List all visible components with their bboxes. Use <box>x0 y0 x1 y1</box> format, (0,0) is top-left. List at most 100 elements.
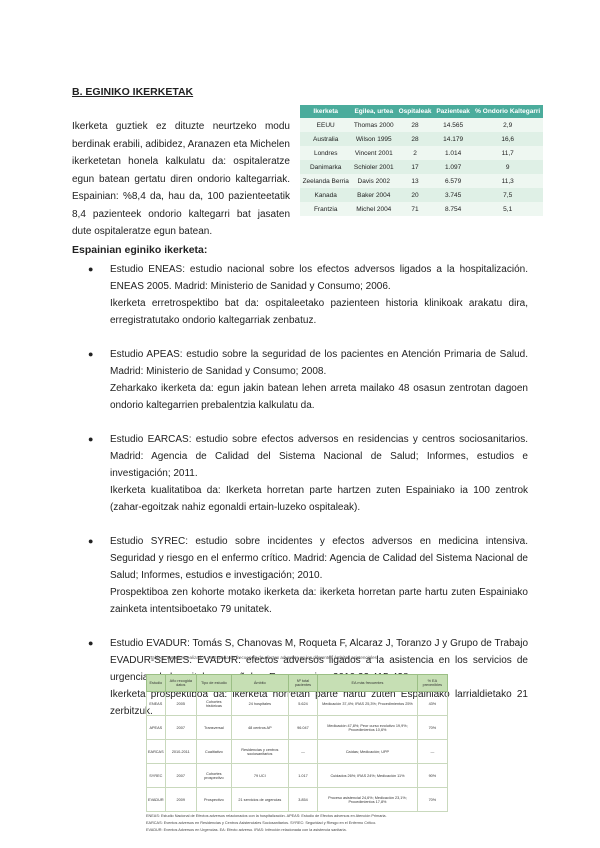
table-cell: 70% <box>416 715 449 740</box>
header-cell: EA más frecuentes <box>317 674 418 692</box>
table-cell: 71 <box>396 202 434 216</box>
table-cell: Medicación 37,4%; IRAS 25,3%; Procedimie… <box>317 691 418 716</box>
table-cell: 96.047 <box>287 715 319 740</box>
table-cell: APEAS <box>146 715 166 740</box>
table-cell: 1.014 <box>433 146 473 160</box>
table-cell: 2009 <box>164 787 197 812</box>
study-citation: Estudio ENEAS: estudio nacional sobre lo… <box>110 264 528 292</box>
table-cell: 17 <box>396 160 434 174</box>
spain-heading: Espainian eginiko ikerketa: <box>72 244 208 256</box>
table-cell: Cohortes históricas <box>195 691 232 716</box>
table-cell: Cualitativo <box>195 739 232 764</box>
table-row: Frantzia Michel 2004 71 8.754 5,1 <box>300 202 543 216</box>
table-cell: Kanada <box>300 188 352 202</box>
table-cell: Transversal <box>195 715 232 740</box>
table-cell: Baker 2004 <box>351 188 397 202</box>
table-cell: 2 <box>396 146 434 160</box>
table-cell: Frantzia <box>300 202 352 216</box>
study-description: Ikerketa erretrospektibo bat da: ospital… <box>110 298 528 326</box>
table-cell: EARCAS <box>146 739 166 764</box>
table-cell: 3.854 <box>287 787 319 812</box>
table-cell: 16,6 <box>472 132 543 146</box>
table-cell: 1.097 <box>433 160 473 174</box>
table-row: EVADUR 2009 Prospectivo 21 servicios de urg… <box>146 787 449 812</box>
study-description: Zeharkako ikerketa da: egun jakin batean… <box>110 383 528 411</box>
table-cell: Davis 2002 <box>351 174 397 188</box>
table-cell: 7,5 <box>472 188 543 202</box>
table-cell: Vincent 2001 <box>351 146 397 160</box>
table-row: Australia Wilson 1995 28 14.179 16,6 <box>300 132 543 146</box>
table-cell: 43% <box>416 691 449 716</box>
table-cell: Michel 2004 <box>351 202 397 216</box>
figure-note: EVADUR: Eventos Adversos en Urgencias. E… <box>146 828 347 832</box>
figure-note: EARCAS: Eventos adversos en Residencias … <box>146 821 377 825</box>
table-row: Londres Vincent 2001 2 1.014 11,7 <box>300 146 543 160</box>
table-cell: SYREC <box>146 763 166 788</box>
study-citation: Estudio EARCAS: estudio sobre efectos ad… <box>110 434 528 479</box>
table-cell: Cohortes prospectivo <box>195 763 232 788</box>
table-cell: Schioler 2001 <box>351 160 397 174</box>
table-cell: 48 centros AP <box>230 715 289 740</box>
studies-table: Ikerketa Egilea, urtea Ospitaleak Pazientea… <box>300 105 543 216</box>
table-cell: Residencias y centros sociosanitarios <box>230 739 289 764</box>
table-cell: — <box>416 739 449 764</box>
study-description: Prospektiboa zen kohorte motako ikerketa… <box>110 587 528 615</box>
table-cell: Cuidados 26%; IRAS 24%; Medicación 11% <box>317 763 418 788</box>
table-cell: 14.179 <box>433 132 473 146</box>
figure-caption: Tabla 2. Estudios realizados en España d… <box>150 655 377 660</box>
study-citation: Estudio APEAS: estudio sobre la segurida… <box>110 349 528 377</box>
table-cell: 90% <box>416 763 449 788</box>
table-cell: Medicación 47,8%; Peor curso evolutivo 1… <box>317 715 418 740</box>
table-cell: EEUU <box>300 118 352 132</box>
header-cell: Egilea, urtea <box>351 105 397 118</box>
header-cell: Estudio <box>146 674 166 692</box>
table-cell: 2007 <box>164 763 197 788</box>
intro-paragraph: Ikerketa guztiek ez dituzte neurtzeko mo… <box>72 121 290 237</box>
table-cell: 2007 <box>164 715 197 740</box>
study-description: Ikerketa kualitatiboa da: Ikerketa horre… <box>110 485 528 513</box>
table-cell: 21 servicios de urgencias <box>230 787 289 812</box>
table-cell: 2005 <box>164 691 197 716</box>
table-cell: Prospectivo <box>195 787 232 812</box>
table-cell: Danimarka <box>300 160 352 174</box>
table-cell: 2,9 <box>472 118 543 132</box>
study-citation: Estudio SYREC: estudio sobre incidentes … <box>110 536 528 581</box>
table-cell: 8.754 <box>433 202 473 216</box>
table-cell: 2010-2011 <box>164 739 197 764</box>
table-cell: — <box>287 739 319 764</box>
header-row: Estudio Año recogida datos Tipo de estudio… <box>146 674 449 692</box>
table-row: Danimarka Schioler 2001 17 1.097 9 <box>300 160 543 174</box>
table-row: SYREC 2007 Cohortes prospectivo 79 UCI 1.017… <box>146 763 449 788</box>
study-item: Estudio SYREC: estudio sobre incidentes … <box>88 533 528 618</box>
table-cell: 20 <box>396 188 434 202</box>
table-cell: Zeelanda Berria <box>300 174 352 188</box>
table-cell: 1.017 <box>287 763 319 788</box>
table-cell: Australia <box>300 132 352 146</box>
table-cell: Caídas; Medicación; UPP <box>317 739 418 764</box>
table-cell: 11,3 <box>472 174 543 188</box>
section-title: B. EGINIKO IKERKETAK <box>72 86 194 98</box>
table-cell: ENEAS <box>146 691 166 716</box>
table-cell: Londres <box>300 146 352 160</box>
study-item: Estudio EARCAS: estudio sobre efectos ad… <box>88 431 528 516</box>
table-row: EEUU Thomas 2000 28 14.565 2,9 <box>300 118 543 132</box>
table-cell: 70% <box>416 787 449 812</box>
table-cell: Proceso asistencial 24,6%; Medicación 23… <box>317 787 418 812</box>
table-row: EARCAS 2010-2011 Cualitativo Residencias y … <box>146 739 449 764</box>
table-cell: 5,1 <box>472 202 543 216</box>
header-cell: % Ondorio Kaltegarri <box>472 105 543 118</box>
table-cell: 28 <box>396 118 434 132</box>
table-cell: 11,7 <box>472 146 543 160</box>
header-cell: % EA prevenibles <box>416 674 449 692</box>
study-item: Estudio ENEAS: estudio nacional sobre lo… <box>88 261 528 329</box>
table-cell: 3.745 <box>433 188 473 202</box>
study-item: Estudio APEAS: estudio sobre la segurida… <box>88 346 528 414</box>
figure: Tabla 2. Estudios realizados en España d… <box>146 655 449 833</box>
header-cell: Pazienteak <box>433 105 473 118</box>
header-cell: Ámbito <box>230 674 289 692</box>
header-cell: Nº total pacientes <box>287 674 319 692</box>
table-cell: 6.579 <box>433 174 473 188</box>
table-cell: Thomas 2000 <box>351 118 397 132</box>
table-row: APEAS 2007 Transversal 48 centros AP 96.047 M… <box>146 715 449 740</box>
